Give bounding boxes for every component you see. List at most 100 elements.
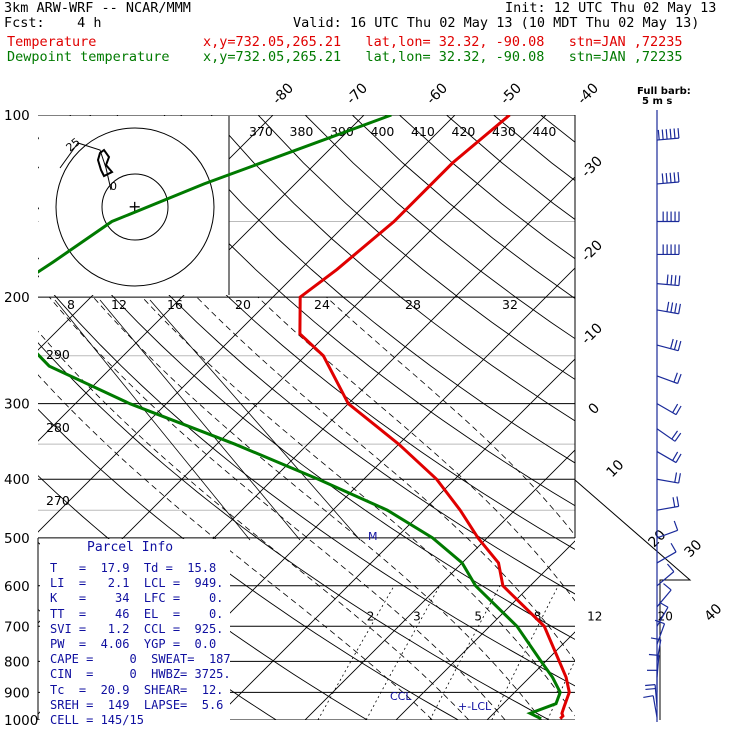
parcel-info-row: TT = 46 EL = 0.: [50, 606, 224, 621]
wind-barb-flag: [659, 601, 669, 608]
wind-barb: [656, 403, 682, 416]
isotherm-line: [38, 115, 547, 624]
hodograph-trace: [96, 148, 114, 178]
wind-barb-flag: [677, 128, 680, 139]
mixing-ratio-line: [429, 585, 501, 720]
isotherm-line: [213, 358, 575, 720]
isotherm-line: [38, 115, 365, 442]
theta-label: 440: [533, 124, 557, 139]
wind-barb-flag: [665, 129, 668, 140]
dry-adiabat-line: [116, 115, 575, 507]
hodograph-ring-inner: [101, 173, 169, 241]
mixing-ratio-line: [491, 585, 559, 720]
wind-barb-flag: [654, 619, 665, 625]
parcel-info-panel: Parcel Info T = 17.9 Td = 15.8 LI = 2.1 L…: [40, 539, 231, 729]
dry-adiabat-line: [304, 115, 575, 340]
parcel-info-title: Parcel Info: [87, 540, 174, 555]
wind-barb-staff: [656, 551, 677, 564]
pressure-tick-label: 800: [4, 654, 30, 670]
wind-barb: [656, 338, 682, 352]
wind-barb-flag: [673, 128, 676, 139]
isotherm-label: -30: [579, 153, 606, 180]
moist-adiabat-line: [38, 374, 433, 720]
wind-barb-flag: [650, 637, 661, 641]
wind-barb: [654, 619, 666, 645]
isotherm-line: [38, 115, 456, 533]
wind-barb-flag: [670, 542, 677, 553]
wind-barb: [650, 637, 662, 662]
mixing-ratio-line: [365, 585, 441, 720]
dry-adiabat-line: [635, 115, 740, 720]
wind-barb-staff: [656, 639, 662, 662]
wind-barb: [656, 472, 681, 484]
wind-barb-flag: [645, 684, 656, 687]
wind-barb-staff: [656, 589, 672, 608]
wind-barb-flag: [666, 274, 669, 285]
wind-barb-staff: [656, 181, 679, 185]
wind-barb: [656, 428, 682, 442]
wind-barb-flag: [670, 338, 674, 349]
wind-barb: [656, 520, 679, 539]
wind-barb-flag: [672, 451, 679, 461]
dry-adiabat-line: [38, 342, 550, 720]
parcel-info-row: SVI = 1.2 CCL = 925.: [50, 621, 224, 636]
dry-adiabat-line: [729, 115, 740, 720]
wind-barb: [656, 301, 681, 315]
parcel-info-row: LI = 2.1 LCL = 949.: [50, 576, 224, 591]
wind-barb-staff: [656, 344, 679, 352]
dry-adiabat-line: [446, 115, 575, 221]
inset-speed-label: 20: [235, 297, 251, 312]
theta-label: 400: [371, 124, 395, 139]
inset-direction-label: 280: [46, 420, 70, 435]
wind-barb-flag: [673, 372, 678, 383]
isotherm-label: -10: [579, 320, 606, 347]
wind-barb: [645, 684, 658, 707]
wind-barb: [643, 695, 658, 718]
hodograph-ring-label: 0: [110, 180, 117, 193]
mixing-ratio-label: 12: [587, 609, 602, 623]
inset-speed-label: 8: [67, 297, 75, 312]
wind-barb-flag: [677, 172, 680, 183]
isotherm-label: -20: [579, 237, 606, 264]
wind-barb-flag: [678, 275, 681, 286]
barb-legend-units: 5 m s: [642, 96, 672, 107]
wind-barb-flag: [670, 274, 673, 285]
wind-barb-flag: [672, 497, 676, 508]
wind-barb: [656, 542, 677, 564]
wind-barb-staff: [656, 428, 676, 442]
isotherm-label: 30: [682, 537, 706, 561]
wind-barb-staff: [652, 695, 658, 718]
wind-barb-flag: [674, 275, 677, 286]
hodograph-panel: [39, 116, 229, 295]
inset-guide-line: [149, 299, 361, 541]
wind-barb: [656, 372, 682, 385]
isotherm-label: 0: [586, 400, 604, 418]
wind-barb-flag: [648, 653, 659, 656]
inset-guide-line: [54, 299, 251, 541]
inset-speed-label: 16: [167, 297, 183, 312]
wind-barb-flag: [670, 302, 674, 313]
mixing-ratio-line: [621, 586, 680, 720]
moist-adiabat-line: [48, 296, 506, 720]
wind-barb-flag: [672, 403, 679, 413]
wind-barb-flag: [678, 303, 681, 314]
dry-adiabat-line: [257, 115, 575, 380]
wind-barb-flag: [666, 301, 670, 312]
inset-speed-label: 12: [111, 297, 127, 312]
wind-barb-flag: [666, 563, 675, 573]
wind-barb-flag: [678, 473, 681, 484]
wind-barb-flag: [675, 405, 682, 415]
wind-panel-outline: [574, 479, 692, 720]
wind-barb: [656, 583, 672, 608]
parcel-info-row: T = 17.9 Td = 15.8: [50, 561, 217, 575]
pressure-tick-label: 1000: [4, 713, 38, 729]
wind-barb-flag: [661, 173, 664, 184]
parcel-info-row: CELL = 145/15: [50, 713, 144, 728]
wind-barb: [657, 211, 680, 223]
wind-barb-flag: [673, 339, 678, 350]
pressure-tick-label: 700: [4, 619, 30, 635]
isotherm-label: -50: [498, 80, 525, 107]
wind-barb-flag: [677, 373, 682, 384]
isotherm-line: [395, 540, 575, 720]
pressure-tick-label: 500: [4, 531, 30, 547]
